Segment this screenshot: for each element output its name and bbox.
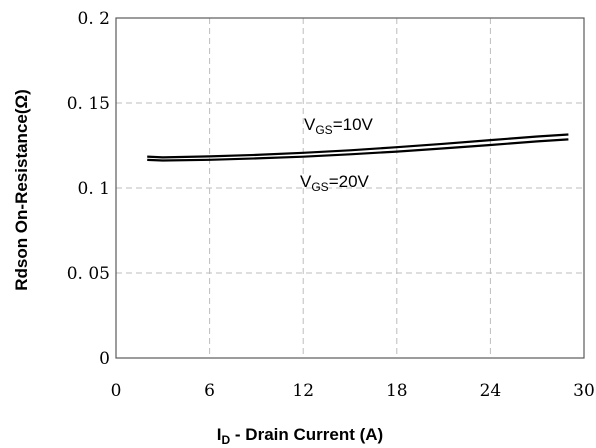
y-tick-label-4: 0. 2 — [78, 9, 110, 29]
series-line-0 — [147, 133, 569, 159]
plot-frame — [115, 17, 585, 359]
series-line-1 — [147, 138, 569, 162]
grid-lines — [116, 18, 584, 358]
y-tick-label-2: 0. 1 — [78, 179, 110, 199]
y-tick-labels: 0 0. 05 0. 1 0. 15 0. 2 — [67, 9, 110, 369]
x-axis-title: ID - Drain Current (A) — [217, 425, 383, 447]
y-tick-label-0: 0 — [99, 349, 110, 369]
y-tick-label-1: 0. 05 — [67, 264, 110, 284]
series-label-vgs20: VGS=20V — [300, 172, 370, 194]
x-tick-labels: 0 6 12 18 24 30 — [111, 381, 595, 401]
series-label-vgs10: VGS=10V — [304, 115, 374, 137]
series-lines — [147, 133, 569, 162]
y-tick-label-3: 0. 15 — [67, 94, 110, 114]
x-tick-label-3: 18 — [386, 381, 408, 401]
x-tick-label-2: 12 — [292, 381, 314, 401]
y-axis-title: Rdson On-Resistance(Ω) — [12, 89, 31, 291]
x-tick-label-0: 0 — [111, 381, 122, 401]
x-tick-label-4: 24 — [480, 381, 502, 401]
x-tick-label-1: 6 — [204, 381, 215, 401]
x-tick-label-5: 30 — [573, 381, 595, 401]
